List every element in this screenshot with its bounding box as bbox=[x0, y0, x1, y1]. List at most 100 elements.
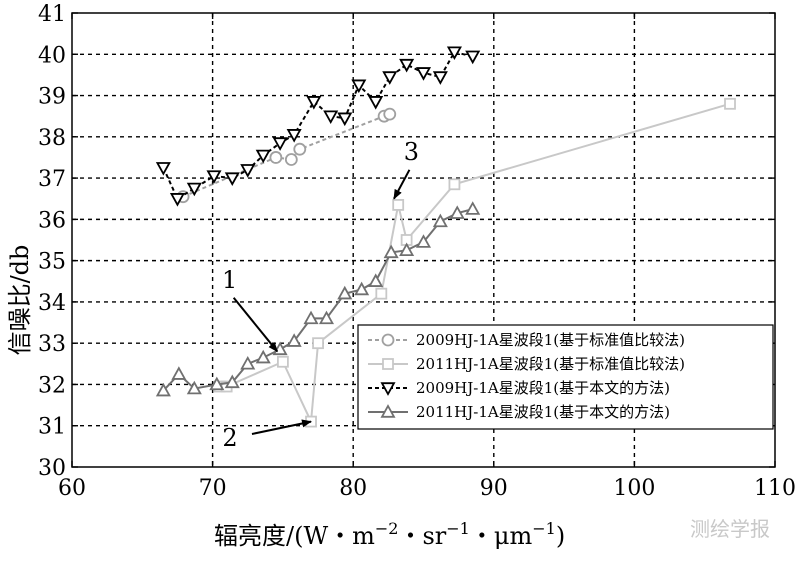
data-point bbox=[724, 97, 736, 110]
data-point bbox=[269, 151, 283, 164]
y-tick-label: 35 bbox=[38, 250, 66, 275]
data-point bbox=[155, 382, 171, 397]
y-tick-label: 39 bbox=[38, 85, 66, 110]
data-point bbox=[276, 355, 289, 368]
watermark: 测绘学报 bbox=[690, 517, 770, 541]
y-tick-label: 41 bbox=[38, 2, 66, 27]
data-point bbox=[240, 355, 256, 370]
data-point bbox=[224, 374, 240, 389]
x-axis-title: 辐亮度/(W・m−2・sr−1・μm−1) bbox=[214, 519, 565, 550]
data-point bbox=[392, 199, 405, 211]
data-point bbox=[255, 149, 271, 164]
legend-item: 2011HJ-1A星波段1(基于本文的方法) bbox=[368, 403, 670, 421]
series-line bbox=[219, 102, 731, 426]
x-axis-title-part: ・sr bbox=[398, 522, 446, 550]
plot-frame bbox=[71, 12, 776, 468]
data-point bbox=[375, 287, 388, 300]
annotations: 1 2 3 bbox=[222, 138, 419, 452]
data-point bbox=[286, 129, 302, 143]
series-3 bbox=[155, 46, 481, 207]
data-point bbox=[432, 213, 448, 228]
legend-label: 2009HJ-1A星波段1(基于本文的方法) bbox=[416, 379, 670, 397]
x-tick-label: 90 bbox=[480, 476, 508, 501]
data-point bbox=[354, 281, 370, 296]
legend-label: 2009HJ-1A星波段1(基于标准值比较法) bbox=[416, 331, 685, 349]
data-point bbox=[337, 285, 353, 300]
series-1 bbox=[176, 107, 397, 204]
data-point bbox=[284, 153, 298, 166]
data-point bbox=[293, 142, 307, 156]
data-point bbox=[255, 349, 271, 364]
annotation-arrow bbox=[251, 419, 312, 435]
legend-marker bbox=[382, 358, 394, 370]
x-tick-label: 100 bbox=[613, 476, 655, 501]
legend: 2009HJ-1A星波段1(基于标准值比较法) 2011HJ-1A星波段1(基于标… bbox=[357, 324, 774, 430]
legend-box bbox=[357, 324, 774, 430]
annotation-label: 2 bbox=[222, 424, 237, 452]
data-point bbox=[224, 172, 240, 186]
x-axis-title-sup: −1 bbox=[532, 519, 556, 538]
data-point bbox=[337, 112, 353, 127]
x-axis-title-sup: −1 bbox=[446, 519, 470, 538]
annotation-arrow bbox=[232, 297, 279, 353]
data-point bbox=[323, 110, 339, 125]
data-point bbox=[318, 310, 335, 325]
y-tick-label: 34 bbox=[38, 291, 66, 316]
data-point bbox=[312, 337, 324, 350]
annotation-arrow bbox=[393, 169, 411, 200]
data-point bbox=[240, 164, 256, 178]
series-4 bbox=[155, 201, 481, 397]
data-point bbox=[171, 366, 187, 380]
data-point bbox=[449, 205, 465, 219]
data-point bbox=[272, 137, 288, 151]
data-point bbox=[465, 201, 481, 215]
data-point bbox=[306, 96, 322, 110]
data-point bbox=[399, 242, 415, 257]
y-tick-label: 31 bbox=[38, 415, 66, 440]
x-tick-label: 110 bbox=[754, 476, 796, 501]
data-point bbox=[432, 71, 448, 85]
x-axis-title-part: ) bbox=[556, 522, 565, 550]
y-tick-label: 40 bbox=[38, 43, 66, 68]
y-tick-label: 36 bbox=[38, 208, 66, 233]
legend-item: 2011HJ-1A星波段1(基于标准值比较法) bbox=[368, 355, 685, 373]
legend-marker bbox=[380, 404, 396, 418]
annotation-label: 3 bbox=[404, 138, 419, 166]
data-point bbox=[465, 50, 481, 65]
data-point bbox=[415, 234, 432, 248]
data-point bbox=[169, 193, 185, 207]
x-axis-title-part: ・μm bbox=[470, 522, 533, 550]
data-point bbox=[415, 67, 432, 81]
data-point bbox=[303, 310, 319, 325]
y-tick-label: 33 bbox=[38, 332, 66, 357]
y-tick-label: 38 bbox=[38, 126, 66, 151]
data-point bbox=[368, 273, 384, 287]
data-point bbox=[206, 170, 222, 184]
legend-label: 2011HJ-1A星波段1(基于标准值比较法) bbox=[416, 355, 685, 373]
data-point bbox=[286, 333, 302, 347]
data-point bbox=[351, 79, 367, 94]
y-tick-label: 37 bbox=[38, 167, 66, 192]
data-point bbox=[382, 71, 398, 85]
data-point bbox=[155, 162, 171, 176]
data-point bbox=[209, 376, 225, 391]
data-point bbox=[446, 46, 462, 61]
data-point bbox=[399, 58, 415, 73]
x-tick-label: 80 bbox=[339, 476, 367, 501]
annotation-label: 1 bbox=[222, 266, 237, 294]
data-point bbox=[186, 182, 202, 197]
y-tick-label: 30 bbox=[38, 456, 66, 481]
data-point bbox=[368, 96, 384, 110]
series-2 bbox=[213, 97, 736, 428]
legend-item: 2009HJ-1A星波段1(基于标准值比较法) bbox=[368, 331, 685, 349]
legend-label: 2011HJ-1A星波段1(基于本文的方法) bbox=[416, 403, 670, 421]
legend-marker bbox=[380, 382, 396, 396]
data-point bbox=[383, 107, 397, 121]
y-axis-title: 信噪比/db bbox=[6, 245, 34, 356]
data-point bbox=[383, 244, 399, 259]
x-axis-title-part: 辐亮度/(W・m bbox=[214, 522, 375, 550]
series-layer bbox=[155, 46, 736, 428]
legend-item: 2009HJ-1A星波段1(基于本文的方法) bbox=[368, 379, 670, 397]
